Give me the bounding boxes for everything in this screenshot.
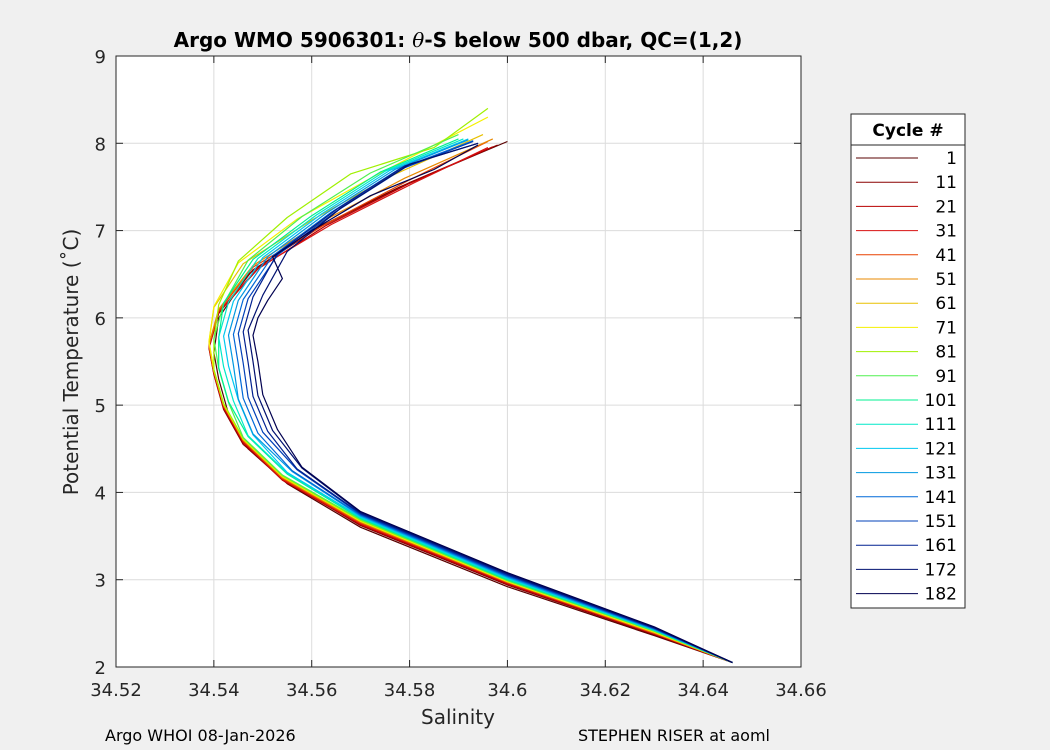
legend-label: 1 — [946, 149, 957, 169]
x-tick-label: 34.56 — [286, 680, 338, 701]
y-tick-label: 8 — [95, 134, 106, 155]
x-tick-label: 34.62 — [580, 680, 632, 701]
legend-title: Cycle # — [872, 121, 943, 141]
series-line — [223, 138, 733, 664]
legend-label: 81 — [935, 343, 957, 363]
legend-label: 101 — [925, 391, 957, 411]
legend-label: 91 — [935, 367, 957, 387]
y-axis: 2 3 4 5 6 7 8 9 — [95, 47, 801, 679]
legend-label: 131 — [925, 464, 957, 484]
legend-label: 71 — [935, 318, 957, 338]
series-line — [227, 139, 733, 664]
y-tick-label: 6 — [95, 309, 106, 330]
legend-label: 111 — [925, 415, 957, 435]
series-layer — [208, 107, 733, 664]
legend: Cycle # 11121314151617181911011111211311… — [850, 113, 966, 609]
legend-label: 21 — [935, 197, 957, 217]
series-line — [237, 140, 733, 664]
y-tick-label: 7 — [95, 222, 106, 243]
legend-label: 151 — [925, 512, 957, 532]
x-tick-label: 34.6 — [487, 680, 527, 701]
y-tick-label: 2 — [95, 658, 106, 679]
x-tick-label: 34.52 — [90, 680, 142, 701]
plot-frame — [115, 55, 802, 668]
legend-label: 121 — [925, 439, 957, 459]
legend-label: 41 — [935, 246, 957, 266]
x-axis: 34.52 34.54 34.56 34.58 34.6 34.62 34.64 34.66 — [90, 56, 827, 701]
legend-label: 11 — [935, 173, 957, 193]
y-tick-label: 3 — [95, 571, 106, 592]
footer-left: Argo WHOI 08-Jan-2026 — [105, 726, 296, 745]
legend-label: 61 — [935, 294, 957, 314]
series-line — [242, 142, 733, 664]
legend-box — [850, 113, 966, 609]
legend-label: 172 — [925, 560, 957, 580]
series-line — [232, 140, 733, 664]
chart-title: Argo WMO 5906301: θ-S below 500 dbar, QC… — [174, 28, 743, 52]
legend-label: 182 — [925, 585, 957, 605]
y-tick-label: 4 — [95, 483, 106, 504]
x-tick-label: 34.64 — [677, 680, 729, 701]
legend-label: 31 — [935, 222, 957, 242]
legend-label: 51 — [935, 270, 957, 290]
x-tick-label: 34.58 — [384, 680, 436, 701]
y-tick-label: 5 — [95, 396, 106, 417]
legend-label: 161 — [925, 536, 957, 556]
series-line — [218, 138, 733, 664]
series-line — [218, 138, 733, 664]
legend-label: 141 — [925, 488, 957, 508]
x-tick-label: 34.54 — [188, 680, 240, 701]
legend-entries: 1112131415161718191101111121131141151161… — [856, 149, 957, 605]
footer-right: STEPHEN RISER at aoml — [578, 726, 770, 745]
series-line — [252, 144, 733, 664]
y-axis-label: Potential Temperature (˚C) — [59, 229, 83, 496]
x-tick-label: 34.66 — [775, 680, 827, 701]
y-tick-label: 9 — [95, 47, 106, 68]
x-axis-label: Salinity — [421, 705, 495, 729]
series-line — [247, 142, 733, 664]
